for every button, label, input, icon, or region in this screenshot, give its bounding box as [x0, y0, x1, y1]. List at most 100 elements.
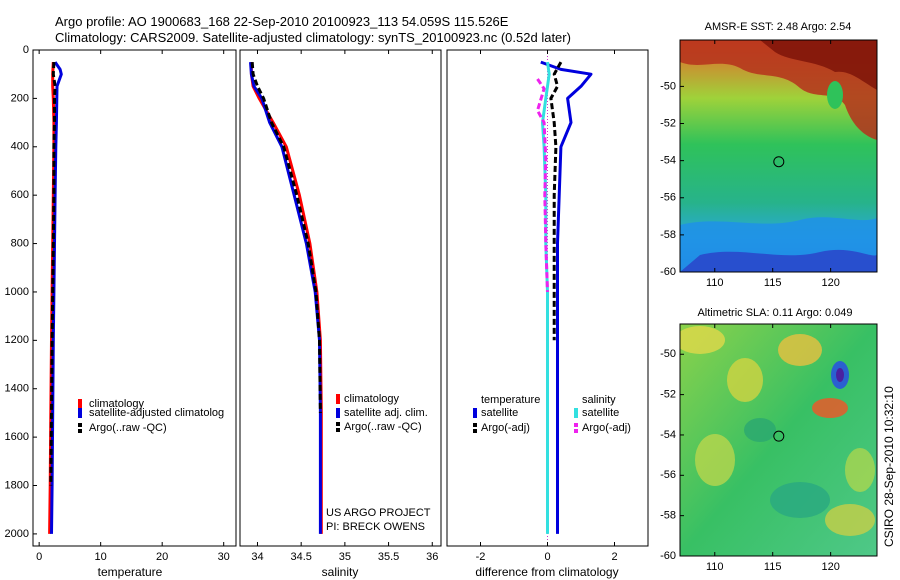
- sla-map-frame: [679, 323, 878, 557]
- sla-high-patch: [680, 326, 725, 354]
- legend-label-temp-argo: Argo(-adj): [481, 422, 530, 434]
- x-tick-label: 34: [251, 551, 263, 563]
- y-tick-label: 400: [11, 141, 29, 153]
- sst-coldest-patch: [680, 249, 877, 272]
- y-tick-label: 1000: [5, 286, 29, 298]
- x-tick-label: 10: [95, 551, 107, 563]
- series-line-salinity-argo-adj-: [536, 78, 549, 293]
- sla-heatmap: [680, 324, 877, 556]
- y-tick-label: -54: [660, 155, 676, 167]
- temperature-series-group: [48, 61, 63, 534]
- x-tick-label: 0: [544, 551, 550, 563]
- sla-low-eddy-core: [836, 368, 844, 382]
- legend-label-sal-argo: Argo(-adj): [582, 422, 631, 434]
- temperature-profile-panel: 0 200 400 600 800 1000 1200 1400 1600 1800 2000 0 1…: [5, 44, 237, 579]
- salinity-legend: climatology satellite adj. clim. Argo(..…: [336, 393, 428, 433]
- legend-label-argo: Argo(..raw -QC): [344, 421, 422, 433]
- sst-hot-patch: [760, 40, 877, 90]
- sla-high-patch: [812, 398, 848, 418]
- x-tick-label: 110: [706, 277, 724, 289]
- legend-label-climatology: climatology: [89, 398, 145, 410]
- legend-label-argo: Argo(..raw -QC): [89, 422, 167, 434]
- sst-argo-location-marker: [773, 156, 785, 168]
- sla-low-patch: [744, 418, 776, 442]
- y-tick-label: -56: [660, 192, 676, 204]
- difference-profile-panel: -2 0 2 difference from climatology tempera…: [446, 49, 649, 579]
- sla-map-panel: Altimetric SLA: 0.11 Argo: 0.049 -50-52-…: [660, 307, 878, 573]
- series-line-temperature-argo-adj-: [549, 61, 563, 341]
- sla-high-patch: [778, 334, 822, 366]
- x-tick-label: 110: [706, 561, 724, 573]
- temperature-plot-frame: [32, 49, 237, 547]
- y-tick-label: 600: [11, 189, 29, 201]
- salinity-xlabel: salinity: [322, 565, 359, 579]
- y-tick-label: 0: [23, 44, 29, 56]
- project-annotation: US ARGO PROJECT: [326, 507, 431, 519]
- y-tick-label: -58: [660, 229, 676, 241]
- sst-heatmap: [680, 40, 877, 272]
- sst-map-frame: [679, 39, 878, 273]
- temperature-legend: climatology satellite-adjusted climatolo…: [78, 398, 224, 434]
- legend-label-satellite-adj-clim: satellite adj. clim.: [344, 407, 428, 419]
- x-tick-label: 35: [339, 551, 351, 563]
- x-tick-label: -2: [476, 551, 486, 563]
- y-tick-label: 1200: [5, 334, 29, 346]
- sla-map-title: Altimetric SLA: 0.11 Argo: 0.049: [697, 307, 852, 319]
- y-tick-label: 2000: [5, 528, 29, 540]
- temperature-xlabel: temperature: [98, 565, 163, 579]
- y-tick-label: 1600: [5, 431, 29, 443]
- sst-cool-eddy: [827, 81, 843, 109]
- legend-label-sal-satellite: satellite: [582, 407, 619, 419]
- salinity-plot-frame: [239, 49, 442, 547]
- salinity-series-group: [249, 61, 323, 534]
- x-tick-label: 35.5: [378, 551, 399, 563]
- y-tick-label: 200: [11, 92, 29, 104]
- y-tick-label: -52: [660, 117, 676, 129]
- sst-map-xticks: 110 115 120: [706, 40, 840, 289]
- header-line-1: Argo profile: AO 1900683_168 22-Sep-2010…: [55, 14, 509, 29]
- sla-high-patch: [695, 434, 735, 486]
- pi-annotation: PI: BRECK OWENS: [326, 521, 425, 533]
- x-tick-label: 30: [218, 551, 230, 563]
- difference-series-group: [536, 60, 593, 534]
- temperature-yticks: 0 200 400 600 800 1000 1200 1400 1600 1800 2000: [5, 44, 37, 540]
- y-tick-label: 800: [11, 237, 29, 249]
- series-line-argo-raw-qc-: [250, 61, 322, 413]
- series-line-temperature-satellite: [540, 60, 593, 534]
- csiro-timestamp-label: CSIRO 28-Sep-2010 10:32:10: [882, 386, 896, 547]
- series-line-climatology: [48, 62, 56, 534]
- sla-low-patch: [770, 482, 830, 518]
- legend-label-satellite-adjusted: satellite-adjusted climatolog: [89, 407, 224, 419]
- y-tick-label: -54: [660, 429, 676, 441]
- y-tick-label: -50: [660, 348, 676, 360]
- sla-map-xticks: 110 115 120: [706, 324, 840, 573]
- x-tick-label: 120: [821, 277, 839, 289]
- y-tick-label: -58: [660, 510, 676, 522]
- legend-label-climatology: climatology: [344, 393, 400, 405]
- difference-xlabel: difference from climatology: [475, 565, 618, 579]
- sst-map-yticks: -50 -52 -54 -56 -58 -60: [660, 80, 684, 278]
- y-tick-label: -50: [660, 80, 676, 92]
- legend-group-temperature: temperature: [481, 394, 540, 406]
- x-tick-label: 0: [36, 551, 42, 563]
- series-line-satellite-adjusted-climatolog: [50, 61, 63, 534]
- difference-legend: temperature satellite Argo(-adj) salinit…: [473, 394, 631, 434]
- x-tick-label: 20: [156, 551, 168, 563]
- x-tick-label: 120: [821, 561, 839, 573]
- difference-xticks: -2 0 2: [476, 50, 618, 563]
- temperature-xticks: 0 10 20 30: [36, 50, 230, 563]
- x-tick-label: 36: [426, 551, 438, 563]
- x-tick-label: 115: [764, 561, 782, 573]
- y-tick-label: 1400: [5, 383, 29, 395]
- salinity-xticks: 34 34.5 35 35.5 36: [251, 50, 438, 563]
- series-line-salinity-satellite: [541, 61, 551, 534]
- sst-map-title: AMSR-E SST: 2.48 Argo: 2.54: [705, 21, 852, 33]
- sla-map-yticks: -50 -52 -54 -56 -58 -60: [660, 348, 684, 562]
- series-line-argo-raw-qc-: [49, 62, 57, 486]
- sla-high-patch: [845, 448, 875, 492]
- y-tick-label: -60: [660, 550, 676, 562]
- x-tick-label: 115: [764, 277, 782, 289]
- legend-label-temp-satellite: satellite: [481, 407, 518, 419]
- salinity-profile-panel: 34 34.5 35 35.5 36 salinity climatology sate…: [239, 49, 442, 579]
